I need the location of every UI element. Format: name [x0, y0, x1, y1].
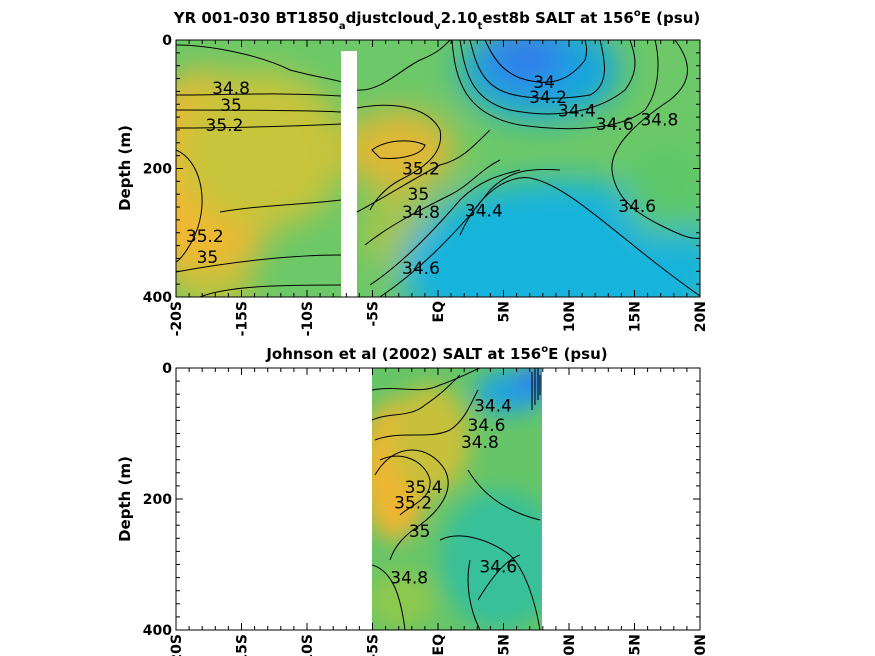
model-ylabel: Depth (m): [116, 125, 134, 211]
obs-x-tick-label: 5N: [497, 634, 513, 655]
obs-ylabel: Depth (m): [116, 456, 134, 542]
model-contour-label: 34.8: [640, 111, 678, 131]
obs-x-tick-label: -5S: [366, 634, 382, 656]
obs-x-tick-label: -15S: [235, 634, 251, 656]
model-x-tick-label: -10S: [300, 301, 316, 336]
model-contour-label: 34.6: [596, 115, 634, 135]
obs-contour-label: 34.6: [468, 416, 506, 436]
model-y-tick-label: 200: [143, 162, 172, 178]
obs-y-tick-label: 200: [143, 492, 172, 508]
model-contour-label: 34.4: [465, 201, 503, 221]
model-contour-label: 35.2: [186, 227, 224, 247]
model-contour-label: 35: [197, 248, 219, 268]
model-panel: YR 001-030 BT1850adjustcloudv2.10test8b …: [116, 8, 709, 336]
obs-y-tick-label: 0: [162, 361, 172, 377]
model-axis-ticks: -20S -15S -10S -5S EQ 5N 10N 15N 20N 0 200 400: [143, 33, 709, 336]
model-x-tick-label: 15N: [628, 301, 644, 332]
model-contour-label: 35.2: [402, 160, 440, 180]
model-contour-label: 34.4: [558, 102, 596, 122]
obs-panel: Johnson et al (2002) SALT at 156oE (psu): [116, 344, 709, 656]
obs-contour-label: 35: [409, 522, 431, 542]
model-contour-label: 35.2: [206, 116, 244, 136]
model-x-tick-label: 10N: [562, 301, 578, 332]
obs-title: Johnson et al (2002) SALT at 156oE (psu): [265, 344, 607, 363]
model-contour-label: 34.2: [529, 88, 567, 108]
obs-contour-label: 34.6: [479, 557, 517, 577]
obs-contour-label: 34.8: [461, 433, 499, 453]
obs-x-tick-label: EQ: [431, 634, 447, 656]
model-title: YR 001-030 BT1850adjustcloudv2.10test8b …: [173, 8, 700, 32]
model-salinity-field: 34.83535.235.23535.23534.834.634.43434.2…: [176, 40, 700, 297]
model-y-tick-label: 400: [143, 290, 172, 306]
obs-axis-ticks: -20S -15S -10S -5S EQ 5N 10N 15N 20N 0 200 400: [143, 361, 709, 656]
model-contour-label: 34.8: [212, 79, 250, 99]
model-contour-label: 34: [533, 73, 555, 93]
model-contour-labels: 34.83535.235.23535.23534.834.634.43434.2…: [186, 73, 678, 279]
model-contours: [176, 40, 700, 297]
model-y-tick-label: 0: [162, 33, 172, 49]
obs-contour-label: 34.4: [474, 396, 512, 416]
obs-x-tick-label: 20N: [693, 634, 709, 656]
model-contour-label: 34.8: [402, 203, 440, 223]
obs-x-tick-label: 10N: [562, 634, 578, 656]
model-contour-label: 34.6: [402, 259, 440, 279]
obs-x-tick-label: -20S: [169, 634, 185, 656]
model-contour-label: 35: [408, 185, 430, 205]
model-x-tick-label: EQ: [431, 301, 447, 323]
obs-contours: [372, 368, 541, 630]
obs-y-tick-label: 400: [143, 623, 172, 639]
model-x-tick-label: 20N: [693, 301, 709, 332]
model-x-tick-label: -5S: [366, 301, 382, 327]
obs-contour-label: 34.8: [390, 569, 428, 589]
model-x-tick-label: -15S: [235, 301, 251, 336]
obs-contour-label: 35.4: [405, 478, 443, 498]
obs-x-tick-label: 15N: [628, 634, 644, 656]
missing-data-band: [341, 51, 357, 297]
model-x-tick-label: 5N: [497, 301, 513, 322]
model-x-tick-label: -20S: [169, 301, 185, 336]
model-contour-label: 34.6: [618, 197, 656, 217]
obs-x-tick-label: -10S: [300, 634, 316, 656]
model-contour-label: 35: [220, 96, 242, 116]
obs-contour-label: 35.2: [394, 493, 432, 513]
